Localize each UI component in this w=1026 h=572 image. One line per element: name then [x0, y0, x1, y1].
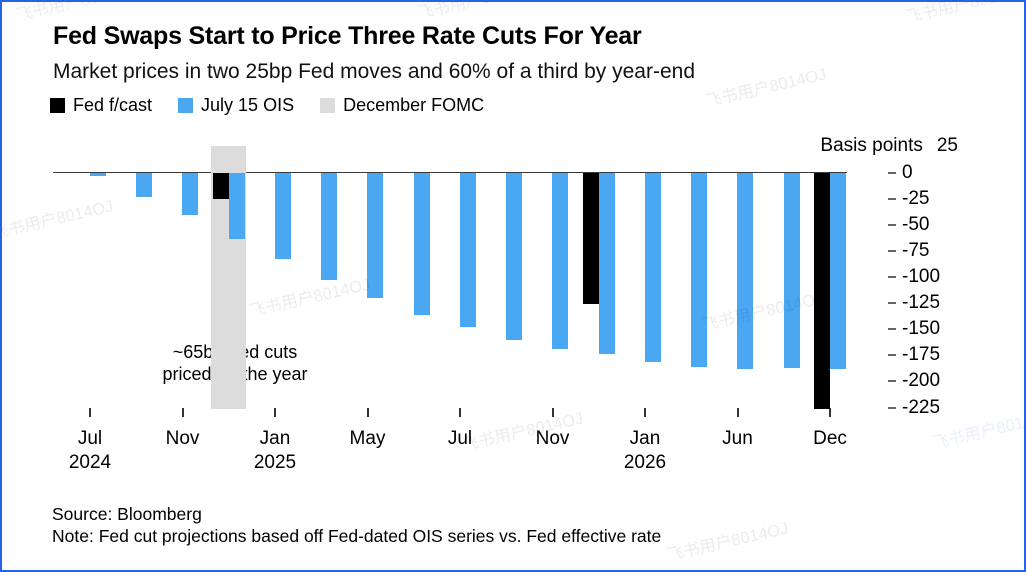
y-tick-label: -25: [902, 187, 930, 209]
watermark-text: 飞书用户8014OJ: [930, 407, 1026, 453]
fed-fcast-bar: [582, 172, 599, 305]
july15-ois-bar: [321, 172, 337, 281]
x-tick-dash: [366, 408, 369, 417]
y-tick-dash: [888, 197, 896, 200]
x-tick-year-label: 2025: [253, 452, 297, 473]
legend: Fed f/cast July 15 OIS December FOMC: [50, 95, 484, 116]
y-axis-header: Basis points 25: [820, 135, 958, 157]
july15-ois-bar: [552, 172, 569, 350]
y-axis-top-tick-label: 25: [936, 135, 958, 156]
watermark-text: 飞书用户8014OJ: [415, 0, 541, 23]
july15-ois-bar: [598, 172, 615, 355]
legend-label-fed-fcast: Fed f/cast: [73, 95, 153, 115]
legend-label-july15-ois: July 15 OIS: [201, 95, 295, 115]
july15-ois-bar: [136, 172, 152, 197]
y-tick-label: -175: [902, 344, 941, 366]
july15-ois-bar: [783, 172, 800, 368]
fed-fcast-bar: [813, 172, 830, 409]
y-tick-dash: [888, 249, 896, 252]
july15-ois-bar: [413, 172, 430, 315]
x-tick-dash: [89, 408, 91, 417]
legend-item-december-fomc: December FOMC: [320, 95, 484, 116]
y-tick-label: -200: [902, 370, 941, 392]
july15-ois-bar: [737, 172, 754, 369]
y-axis-unit-label: Basis points: [820, 135, 923, 156]
watermark-text: 飞书用户8014OJ: [665, 519, 791, 565]
x-tick-month-label: Jun: [722, 428, 753, 449]
july15-ois-bar: [459, 172, 476, 328]
x-tick-month-label: Nov: [535, 428, 570, 449]
x-tick-dash: [181, 408, 184, 417]
x-tick-year-label: 2026: [623, 452, 667, 473]
july15-ois-swatch-icon: [178, 98, 194, 113]
legend-item-fed-fcast: Fed f/cast: [50, 95, 152, 116]
july15-ois-bar: [182, 172, 199, 216]
x-tick-month-label: Nov: [165, 428, 200, 449]
july15-ois-bar: [228, 172, 245, 240]
y-tick-label: -150: [902, 318, 941, 340]
zero-axis-line: [53, 171, 847, 174]
july15-ois-bar: [89, 172, 106, 176]
watermark-text: 飞书用户8014OJ: [0, 197, 116, 243]
fed-fcast-swatch-icon: [50, 98, 65, 113]
x-tick-dash: [829, 408, 831, 417]
december-fomc-swatch-icon: [320, 98, 336, 113]
y-tick-label: -100: [902, 266, 941, 288]
x-tick-month-label: May: [349, 428, 386, 449]
y-tick-label: -50: [902, 213, 930, 235]
x-tick-month-label: Jul: [447, 428, 473, 449]
y-tick-dash: [888, 171, 896, 174]
watermark-text: 飞书用户8014OJ: [903, 0, 1026, 27]
x-tick-dash: [459, 408, 461, 417]
y-tick-dash: [888, 354, 896, 357]
x-tick-dash: [551, 408, 554, 417]
watermark-text: 飞书用户8014OJ: [14, 0, 140, 25]
x-tick-dash: [644, 408, 646, 417]
july15-ois-bar: [367, 172, 384, 298]
x-tick-dash: [736, 408, 739, 417]
source-text: Source: Bloomberg: [52, 504, 202, 524]
watermark-text: 飞书用户8014OJ: [700, 289, 826, 335]
july15-ois-bar: [829, 172, 846, 369]
fed-fcast-bar: [212, 172, 229, 199]
watermark-text: 飞书用户8014OJ: [703, 65, 829, 111]
x-tick-month-label: Jan: [629, 428, 661, 449]
y-tick-dash: [888, 328, 896, 331]
y-tick-label: -75: [902, 239, 930, 261]
july15-ois-bar: [506, 172, 522, 340]
y-tick-dash: [888, 223, 896, 226]
chart-subtitle: Market prices in two 25bp Fed moves and …: [53, 60, 695, 83]
y-tick-label: -125: [902, 292, 941, 314]
y-tick-dash: [888, 302, 896, 305]
x-tick-month-label: Jul: [77, 428, 103, 449]
y-tick-dash: [888, 276, 896, 279]
legend-label-december-fomc: December FOMC: [343, 95, 485, 115]
july15-ois-bar: [644, 172, 661, 362]
y-tick-label: -225: [902, 396, 941, 418]
y-tick-dash: [888, 406, 896, 409]
x-tick-month-label: Dec: [813, 428, 847, 449]
x-tick-month-label: Jan: [259, 428, 291, 449]
july15-ois-bar: [274, 172, 291, 260]
legend-item-july15-ois: July 15 OIS: [178, 95, 294, 116]
note-text: Note: Fed cut projections based off Fed-…: [52, 526, 662, 546]
x-tick-dash: [274, 408, 276, 417]
y-tick-label: 0: [902, 161, 913, 183]
july15-ois-bar: [691, 172, 707, 367]
x-tick-year-label: 2024: [68, 452, 112, 473]
y-tick-dash: [888, 380, 896, 383]
chart-title: Fed Swaps Start to Price Three Rate Cuts…: [53, 22, 642, 50]
watermark-text: 飞书用户8014OJ: [247, 275, 373, 321]
